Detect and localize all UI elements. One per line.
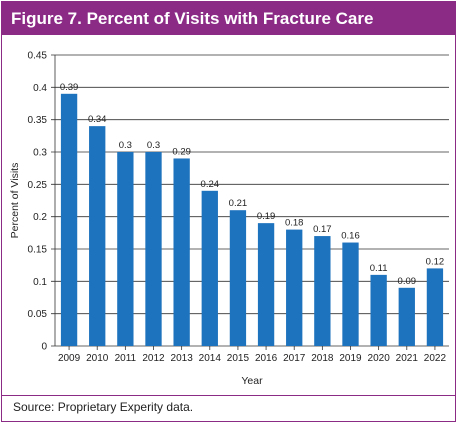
- x-tick-label: 2009: [58, 353, 81, 364]
- bar: [89, 126, 106, 346]
- bar: [398, 287, 415, 346]
- x-tick-label: 2017: [283, 353, 306, 364]
- bar: [257, 223, 275, 346]
- data-label: 0.12: [426, 256, 445, 267]
- chart-area: 0 0.05 0.1 0.15 0.2 0.25 0.3 0.35 0.4 0.45 0.39 200…: [2, 35, 455, 395]
- figure-title: Figure 7. Percent of Visits with Fractur…: [2, 2, 455, 35]
- data-label: 0.21: [229, 198, 248, 209]
- x-tick-label: 2022: [424, 353, 447, 364]
- y-axis-label: Percent of Visits: [9, 163, 21, 239]
- data-label: 0.34: [88, 114, 107, 125]
- data-label: 0.3: [147, 140, 160, 151]
- y-tick-label: 0.4: [33, 83, 47, 94]
- y-tick-label: 0.45: [28, 51, 48, 62]
- bar: [229, 210, 247, 346]
- x-tick-label: 2019: [339, 353, 362, 364]
- data-label: 0.18: [285, 218, 304, 229]
- source-note: Source: Proprietary Experity data.: [13, 400, 194, 414]
- data-label: 0.17: [313, 224, 332, 235]
- bar: [173, 158, 190, 346]
- x-tick-label: 2015: [227, 353, 250, 364]
- y-tick-label: 0.25: [28, 180, 48, 191]
- data-label: 0.29: [172, 146, 191, 157]
- x-tick-label: 2011: [115, 353, 137, 364]
- bar: [286, 229, 303, 346]
- x-tick-label: 2018: [311, 353, 334, 364]
- y-tick-label: 0.05: [28, 309, 48, 320]
- bar: [117, 152, 134, 346]
- y-tick-label: 0: [41, 342, 47, 353]
- data-label: 0.11: [370, 263, 388, 274]
- bar: [60, 93, 78, 346]
- y-tick-label: 0.15: [28, 245, 48, 256]
- data-label: 0.24: [201, 179, 220, 190]
- x-tick-label: 2020: [368, 353, 391, 364]
- data-label: 0.09: [398, 276, 417, 287]
- x-axis-label: Year: [241, 375, 263, 387]
- bar-chart: 0 0.05 0.1 0.15 0.2 0.25 0.3 0.35 0.4 0.45 0.39 200…: [9, 51, 449, 387]
- y-tick-label: 0.35: [28, 115, 48, 126]
- data-label: 0.39: [60, 82, 79, 93]
- x-tick-label: 2012: [142, 353, 165, 364]
- y-tick-label: 0.1: [33, 277, 47, 288]
- bar: [201, 190, 218, 346]
- x-tick-label: 2010: [86, 353, 109, 364]
- x-tick-label: 2013: [171, 353, 194, 364]
- bar: [342, 242, 359, 346]
- y-tick-label: 0.2: [33, 212, 47, 223]
- x-tick-label: 2016: [255, 353, 278, 364]
- bar: [370, 274, 387, 346]
- y-tick-label: 0.3: [33, 148, 47, 159]
- data-label: 0.16: [341, 231, 360, 242]
- data-label: 0.3: [119, 140, 132, 151]
- bar: [314, 236, 331, 346]
- x-tick-label: 2014: [199, 353, 222, 364]
- bar: [145, 152, 162, 346]
- footer-divider: [2, 395, 455, 396]
- bar: [426, 268, 444, 346]
- x-tick-label: 2021: [396, 353, 419, 364]
- data-label: 0.19: [257, 211, 276, 222]
